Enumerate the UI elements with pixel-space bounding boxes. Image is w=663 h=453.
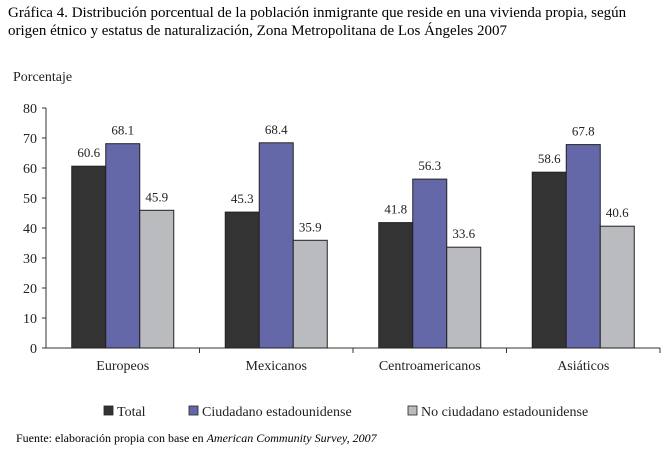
chart-title: Gráfica 4. Distribución porcentual de la… [8,5,627,39]
data-label: 60.6 [77,145,100,160]
bar [258,142,294,349]
y-axis-label: Porcentaje [13,70,72,85]
source-italic: American Community Survey, 2007 [206,431,377,445]
data-label: 58.6 [538,151,561,166]
legend-label: Total [117,405,146,420]
bar [531,171,567,349]
bar [599,225,635,349]
data-label: 56.3 [418,158,441,173]
source-note: Fuente: elaboración propia con base en A… [16,431,377,446]
bar [105,143,141,349]
legend-label: No ciudadano estadounidense [421,405,588,420]
data-label: 68.4 [265,122,288,137]
bar [224,211,260,349]
legend-swatch [407,405,418,416]
data-label: 40.6 [606,205,629,220]
y-tick-label: 10 [23,312,37,327]
bar [139,209,175,349]
bar [565,144,601,349]
data-label: 41.8 [384,202,407,217]
bar [378,222,414,349]
y-tick-label: 60 [23,162,37,177]
data-label: 45.9 [145,189,168,204]
y-tick-label: 40 [23,222,37,237]
x-tick-label: Asiáticos [557,359,609,374]
data-label: 45.3 [231,191,254,206]
source-prefix: Fuente: elaboración propia con base en [16,431,207,445]
y-tick-label: 80 [23,102,37,117]
bar [446,246,482,349]
x-tick-label: Mexicanos [246,359,307,374]
legend-swatch [188,405,199,416]
y-tick-label: 50 [23,192,37,207]
y-tick-label: 30 [23,252,37,267]
x-tick-label: Centroamericanos [379,359,481,374]
legend-label: Ciudadano estadounidense [202,405,352,420]
y-tick-label: 70 [23,132,37,147]
y-tick-label: 20 [23,282,37,297]
x-tick-label: Europeos [96,359,149,374]
bar [292,239,328,349]
data-label: 67.8 [572,124,595,139]
bar [412,178,448,349]
bar [71,165,107,349]
legend-swatch [103,405,114,416]
y-tick-label: 0 [30,342,37,357]
data-label: 35.9 [299,219,322,234]
data-label: 68.1 [111,123,134,138]
data-label: 33.6 [452,226,475,241]
